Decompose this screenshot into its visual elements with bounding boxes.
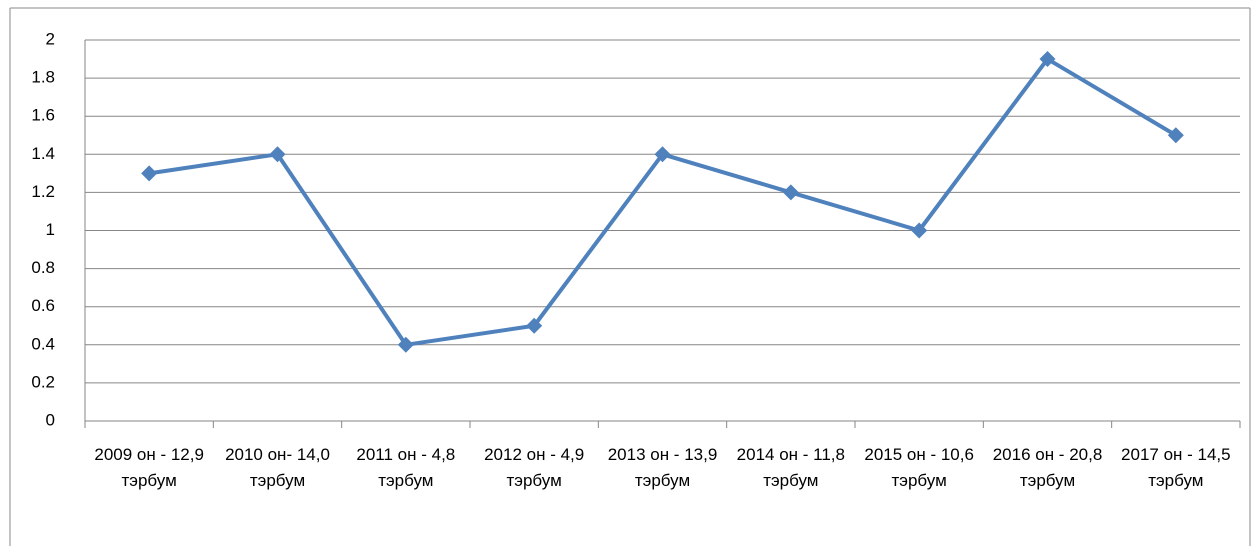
x-tick-label: 2009 он - 12,9 тэрбум	[94, 445, 204, 490]
x-tick-label: 2012 он - 4,9 тэрбум	[484, 445, 585, 490]
x-tick-label: 2017 он - 14,5 тэрбум	[1121, 445, 1231, 490]
x-tick-label: 2014 он - 11,8 тэрбум	[736, 445, 845, 490]
marker	[911, 222, 928, 239]
x-tick-label: 2013 он - 13,9 тэрбум	[607, 445, 718, 490]
marker	[269, 146, 286, 163]
y-tick-label: 0	[46, 410, 55, 429]
y-tick-label: 0.6	[31, 296, 55, 315]
marker	[1039, 51, 1056, 68]
marker	[782, 184, 799, 201]
marker	[526, 317, 543, 334]
y-tick-label: 2	[46, 29, 55, 48]
marker	[397, 336, 414, 353]
marker	[1167, 127, 1184, 144]
y-tick-label: 1.4	[31, 144, 55, 163]
x-tick-label: 2015 он - 10,6 тэрбум	[864, 445, 974, 490]
marker	[141, 165, 158, 182]
x-tick-label: 2010 он- 14,0 тэрбум	[225, 445, 330, 490]
y-tick-label: 0.8	[31, 258, 55, 277]
marker	[654, 146, 671, 163]
y-tick-label: 1.8	[31, 68, 55, 87]
y-tick-label: 1.6	[31, 106, 55, 125]
y-tick-label: 0.4	[31, 334, 55, 353]
y-tick-label: 0.2	[31, 372, 55, 391]
series-line	[148, 57, 1177, 347]
y-tick-label: 1.2	[31, 182, 55, 201]
x-tick-label: 2016 он - 20,8 тэрбум	[992, 445, 1103, 490]
y-tick-label: 1	[46, 220, 55, 239]
x-tick-label: 2011 он - 4,8 тэрбум	[356, 445, 456, 490]
